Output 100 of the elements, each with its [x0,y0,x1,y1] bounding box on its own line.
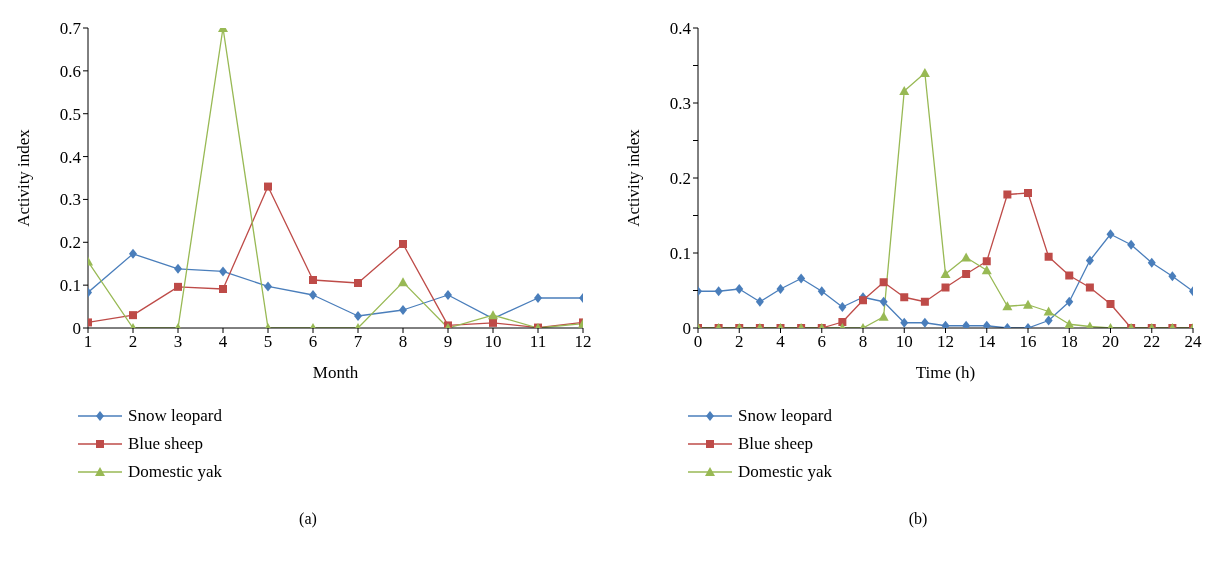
point [859,296,867,305]
point [735,284,744,294]
y-tick-label: 0.4 [669,19,692,39]
point [219,285,227,293]
point [962,270,971,278]
legend-label: Snow leopard [738,406,832,426]
point [264,281,272,292]
y-tick-label: 0.2 [59,233,81,253]
x-tick-label: 24 [1184,332,1202,352]
point [878,311,889,321]
x-tick-label: 14 [978,332,996,352]
legend-label: Snow leopard [128,406,222,426]
point [838,318,847,326]
y-tick-label: 0.2 [669,169,691,189]
x-tick-label: 20 [1102,332,1119,352]
point [961,252,972,262]
point [940,269,951,278]
y-tick-label: 0.6 [59,61,81,81]
point [879,278,888,287]
x-tick-label: 1 [83,332,93,352]
point [1064,319,1075,328]
legend-label: Domestic yak [128,462,222,482]
x-tick-label: 4 [218,332,228,352]
point [879,296,888,307]
x-axis-title: Time (h) [915,363,976,382]
point [900,293,909,302]
point [1065,296,1074,307]
point [309,276,317,284]
point [174,282,182,291]
x-tick-label: 18 [1060,332,1078,352]
point [981,265,992,275]
x-tick-label: 6 [817,332,826,352]
x-tick-label: 8 [398,332,408,352]
point [219,266,227,277]
point [1024,189,1032,197]
point [309,290,317,300]
text: (a) [298,510,318,528]
point [1106,300,1115,308]
point [941,283,950,292]
point [1023,299,1033,309]
y-axis-title: Activity index [14,128,34,227]
point [129,248,137,259]
point [1085,255,1094,266]
point [489,318,497,327]
point [129,311,137,320]
y-tick-label: 0 [682,319,691,339]
point [941,320,950,328]
x-axis-title: Month [312,363,359,382]
x-tick-label: 12 [574,332,592,352]
y-tick-label: 0.1 [669,244,691,264]
y-tick-label: 0.3 [669,94,691,114]
x-tick-label: 16 [1019,332,1037,352]
point [488,310,498,320]
point [1044,252,1053,261]
point [444,290,452,300]
text: (b) [907,510,929,528]
point [398,277,408,287]
y-tick-label: 0.5 [59,104,81,124]
point [776,284,785,294]
point [797,273,806,284]
point [755,296,764,307]
point [1127,239,1136,250]
point [1044,315,1053,326]
x-tick-label: 22 [1143,332,1161,352]
point [900,317,909,328]
x-tick-label: 9 [443,332,453,352]
point [1085,283,1094,292]
x-tick-label: 7 [353,332,363,352]
y-tick-label: 0.4 [59,147,82,167]
x-tick-label: 12 [937,332,954,352]
point [1043,306,1054,316]
point [1147,257,1156,268]
point [1003,190,1012,199]
point [920,317,929,328]
point [982,257,991,266]
x-tick-label: 2 [128,332,138,352]
legend-label: Domestic yak [738,462,832,482]
legend-label: Blue sheep [738,434,814,454]
legend-label: Blue sheep [128,434,204,454]
point [534,293,542,303]
x-tick-label: 8 [858,332,868,352]
y-axis-title: Activity index [624,128,644,227]
y-tick-label: 0.3 [59,190,81,210]
point [354,311,362,321]
point [1002,301,1013,311]
x-tick-label: 6 [308,332,318,352]
point [920,297,929,306]
point [1065,271,1074,280]
x-tick-label: 2 [735,332,744,352]
x-tick-label: 4 [776,332,786,352]
point [399,305,407,315]
x-tick-label: 11 [529,332,547,352]
point [1106,229,1115,240]
point [174,263,182,274]
point [1168,271,1177,282]
x-tick-label: 3 [173,332,183,352]
x-tick-label: 10 [484,332,502,352]
point [354,279,362,287]
point [838,302,847,312]
y-tick-label: 0 [72,319,81,339]
